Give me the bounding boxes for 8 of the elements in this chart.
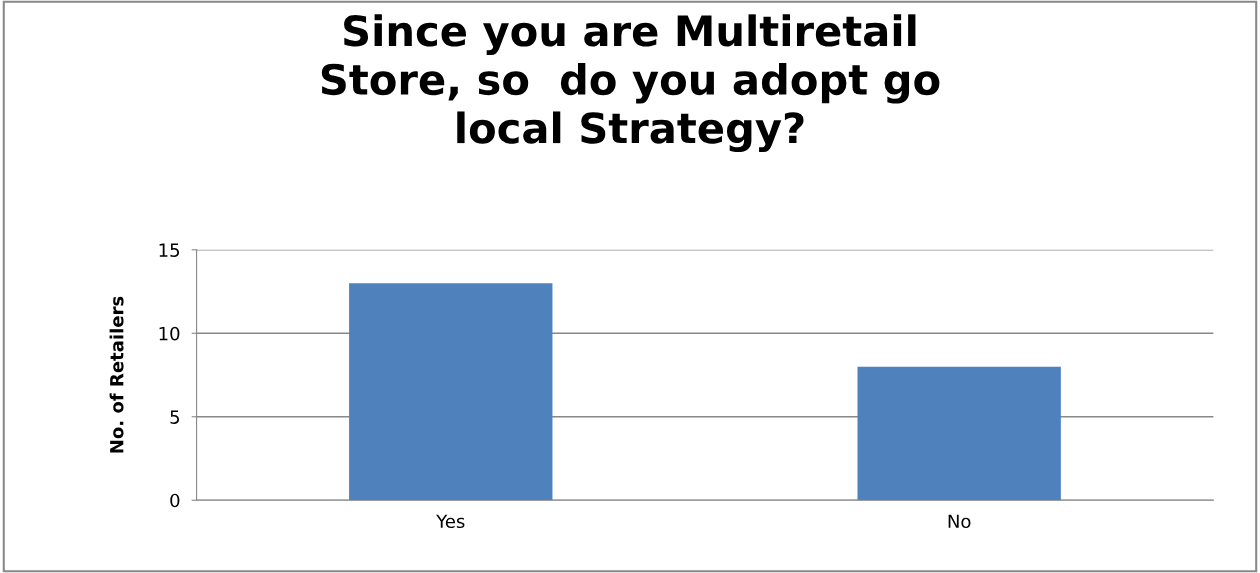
y-axis-title: No. of Retailers xyxy=(109,296,124,453)
chart-title: Since you are Multiretail Store, so do you adopt go local Strategy? xyxy=(321,14,940,153)
y-tick-label: 5 xyxy=(170,410,180,424)
y-tick-label: 15 xyxy=(159,243,180,257)
y-tick-label: 0 xyxy=(170,493,180,508)
x-tick-label: No xyxy=(948,514,971,529)
y-tick-label: 10 xyxy=(159,326,180,341)
x-tick-label: Yes xyxy=(436,514,465,529)
